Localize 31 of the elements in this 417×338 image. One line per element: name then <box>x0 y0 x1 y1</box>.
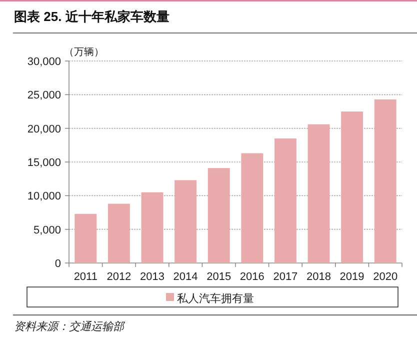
x-tick-label: 2013 <box>140 271 164 283</box>
bar <box>108 204 130 263</box>
bar <box>274 138 296 263</box>
bar <box>241 153 264 263</box>
y-tick-label: 10,000 <box>27 190 61 203</box>
y-tick-label: 20,000 <box>27 123 61 136</box>
bar <box>74 214 97 263</box>
x-tick-label: 2014 <box>173 271 198 283</box>
x-tick-label: 2011 <box>74 271 98 283</box>
x-tick-label: 2017 <box>273 271 298 283</box>
chart-title: 图表 25. 近十年私家车数量 <box>14 9 170 24</box>
x-tick-label: 2015 <box>206 271 232 283</box>
bar <box>141 192 164 263</box>
y-tick-label: 0 <box>54 258 61 270</box>
text: 资料来源：交通运输部 <box>14 320 126 333</box>
bar <box>374 99 396 263</box>
bar <box>341 112 364 263</box>
x-tick-label: 2016 <box>240 271 264 283</box>
y-tick-label: 5,000 <box>33 224 61 236</box>
y-tick-label: 25,000 <box>27 90 61 102</box>
bar <box>308 124 330 263</box>
bar <box>208 168 230 263</box>
x-tick-label: 2020 <box>373 271 398 283</box>
bar <box>174 180 197 263</box>
x-tick-label: 2018 <box>306 271 331 283</box>
x-tick-label: 2019 <box>340 271 364 283</box>
legend-label: 私人汽车拥有量 <box>177 292 254 305</box>
y-tick-label: 30,000 <box>27 56 61 68</box>
x-tick-label: 2012 <box>106 271 132 283</box>
y-axis-title: （万辆） <box>64 46 104 58</box>
y-tick-label: 15,000 <box>27 157 61 169</box>
